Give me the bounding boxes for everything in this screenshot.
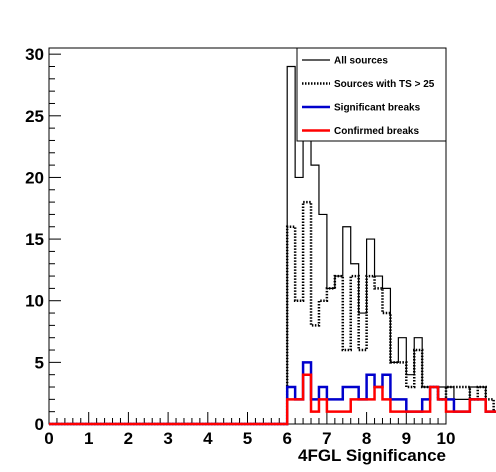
x-tick-label: 5 [243, 429, 252, 448]
y-tick-label: 25 [25, 107, 44, 126]
series-confirmed-breaks [49, 373, 496, 426]
x-tick-label: 3 [163, 429, 172, 448]
x-tick-label: 7 [322, 429, 331, 448]
y-tick-label: 15 [25, 230, 44, 249]
legend-label: Significant breaks [334, 103, 421, 114]
y-axis: 0 5 10 15 20 25 30 [25, 45, 61, 434]
x-axis: 0 1 2 3 4 5 6 7 8 9 10 [44, 412, 455, 448]
x-tick-label: 8 [362, 429, 371, 448]
legend-box [296, 47, 447, 142]
y-tick-label: 30 [25, 45, 44, 64]
x-tick-label: 6 [282, 429, 291, 448]
x-axis-title: 4FGL Significance [298, 446, 446, 465]
y-tick-label: 20 [25, 168, 44, 187]
y-tick-label: 0 [35, 415, 44, 434]
legend-label: All sources [334, 56, 388, 67]
x-tick-label: 0 [44, 429, 53, 448]
x-tick-label: 1 [84, 429, 93, 448]
x-tick-label: 10 [437, 429, 456, 448]
legend-label: Confirmed breaks [334, 126, 419, 137]
x-tick-label: 9 [402, 429, 411, 448]
legend: All sources Sources with TS > 25 Significa… [296, 47, 447, 142]
x-tick-label: 4 [203, 429, 213, 448]
y-tick-label: 5 [35, 353, 44, 372]
x-tick-label: 2 [124, 429, 133, 448]
y-tick-label: 10 [25, 292, 44, 311]
series-layer [49, 65, 496, 426]
legend-label: Sources with TS > 25 [334, 79, 435, 90]
